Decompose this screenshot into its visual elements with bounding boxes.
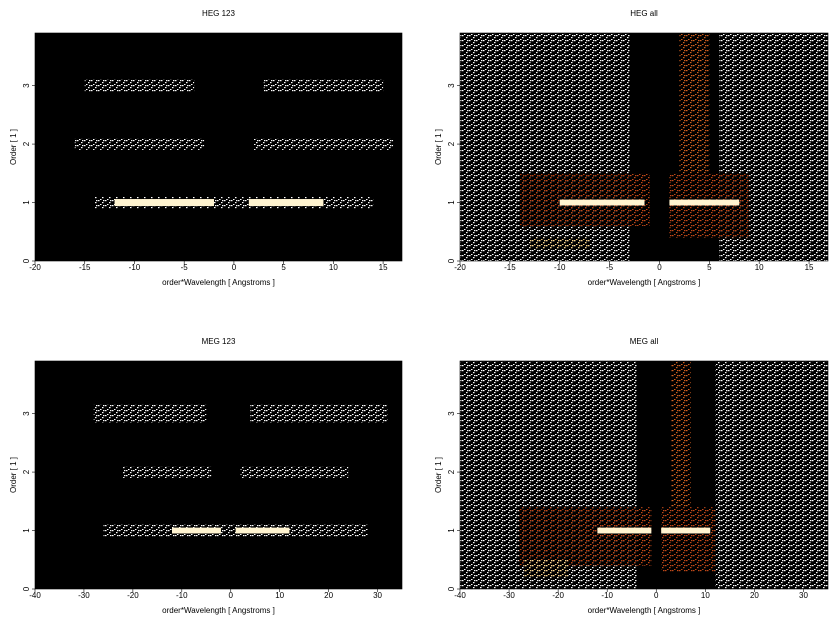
density-band: [84, 79, 195, 92]
density-band: [523, 559, 568, 578]
y-tick-label: 0: [447, 586, 456, 591]
x-tick-label: 30: [373, 591, 382, 600]
y-axis-label: Order [ 1 ]: [9, 129, 18, 165]
x-tick-label: 0: [232, 263, 237, 272]
y-tick-label: 0: [22, 258, 31, 263]
chart-title: HEG all: [630, 9, 658, 18]
density-band: [679, 33, 710, 174]
x-tick-label: 15: [379, 263, 388, 272]
x-tick-label: -40: [29, 591, 41, 600]
x-tick-label: 0: [654, 591, 659, 600]
density-band: [235, 527, 290, 534]
density-band: [250, 404, 388, 423]
x-tick-label: -20: [127, 591, 139, 600]
density-band: [715, 361, 828, 589]
x-tick-label: 30: [799, 591, 808, 600]
y-tick-label: 1: [22, 528, 31, 533]
density-band: [661, 527, 711, 534]
x-tick-label: -5: [606, 263, 614, 272]
y-tick-label: 3: [447, 83, 456, 88]
x-tick-label: -5: [181, 263, 189, 272]
density-band: [661, 507, 716, 572]
x-tick-label: 0: [229, 591, 234, 600]
density-band: [248, 199, 324, 207]
y-tick-label: 0: [22, 586, 31, 591]
y-axis-label: Order [ 1 ]: [434, 129, 443, 165]
chart-title: HEG 123: [202, 9, 235, 18]
x-tick-label: 10: [329, 263, 338, 272]
density-band: [669, 199, 740, 206]
x-tick-label: -15: [504, 263, 516, 272]
y-tick-label: 1: [447, 528, 456, 533]
x-tick-label: -30: [503, 591, 515, 600]
y-tick-label: 2: [447, 141, 456, 146]
density-band: [240, 466, 349, 478]
x-tick-label: -10: [129, 263, 141, 272]
x-axis-label: order*Wavelength [ Angstroms ]: [588, 606, 701, 615]
density-band: [114, 199, 215, 207]
x-tick-label: 0: [657, 263, 662, 272]
density-band: [74, 138, 205, 150]
density-band: [460, 33, 630, 261]
x-tick-label: -30: [78, 591, 90, 600]
density-band: [559, 199, 645, 206]
y-tick-label: 2: [22, 141, 31, 146]
density-band: [529, 237, 590, 250]
axes-frame: [459, 360, 829, 590]
y-tick-label: 1: [22, 200, 31, 205]
x-tick-label: 5: [707, 263, 712, 272]
x-tick-label: -10: [176, 591, 188, 600]
chart-title: MEG 123: [202, 337, 236, 346]
y-axis-label: Order [ 1 ]: [434, 457, 443, 493]
x-tick-label: -10: [601, 591, 613, 600]
y-axis-label: Order [ 1 ]: [9, 457, 18, 493]
density-band: [263, 79, 384, 92]
x-tick-label: 5: [281, 263, 286, 272]
x-tick-label: -20: [552, 591, 564, 600]
y-tick-label: 3: [22, 411, 31, 416]
chart-title: MEG all: [630, 337, 659, 346]
density-band: [172, 527, 221, 534]
x-tick-label: -20: [454, 263, 466, 272]
x-tick-label: 10: [701, 591, 710, 600]
x-tick-label: -15: [79, 263, 91, 272]
density-band: [518, 507, 652, 566]
density-band: [94, 196, 374, 209]
x-tick-label: 15: [805, 263, 814, 272]
y-tick-label: 3: [22, 83, 31, 88]
y-tick-label: 1: [447, 200, 456, 205]
y-tick-label: 3: [447, 411, 456, 416]
x-axis-label: order*Wavelength [ Angstroms ]: [588, 278, 701, 287]
y-tick-label: 0: [447, 258, 456, 263]
x-axis-label: order*Wavelength [ Angstroms ]: [162, 278, 275, 287]
x-tick-label: -20: [29, 263, 41, 272]
x-axis-label: order*Wavelength [ Angstroms ]: [162, 606, 275, 615]
x-tick-label: 20: [324, 591, 333, 600]
x-tick-label: 10: [755, 263, 764, 272]
x-tick-label: 20: [750, 591, 759, 600]
y-tick-label: 2: [447, 469, 456, 474]
density-band: [253, 138, 394, 150]
axes-frame: [34, 32, 403, 262]
x-tick-label: -40: [454, 591, 466, 600]
density-band: [597, 527, 652, 534]
x-tick-label: 10: [275, 591, 284, 600]
density-band: [123, 466, 212, 478]
density-band: [93, 404, 207, 423]
y-tick-label: 2: [22, 469, 31, 474]
density-band: [670, 361, 691, 508]
axes-frame: [459, 32, 829, 262]
axes-frame: [34, 360, 403, 590]
x-tick-label: -10: [554, 263, 566, 272]
